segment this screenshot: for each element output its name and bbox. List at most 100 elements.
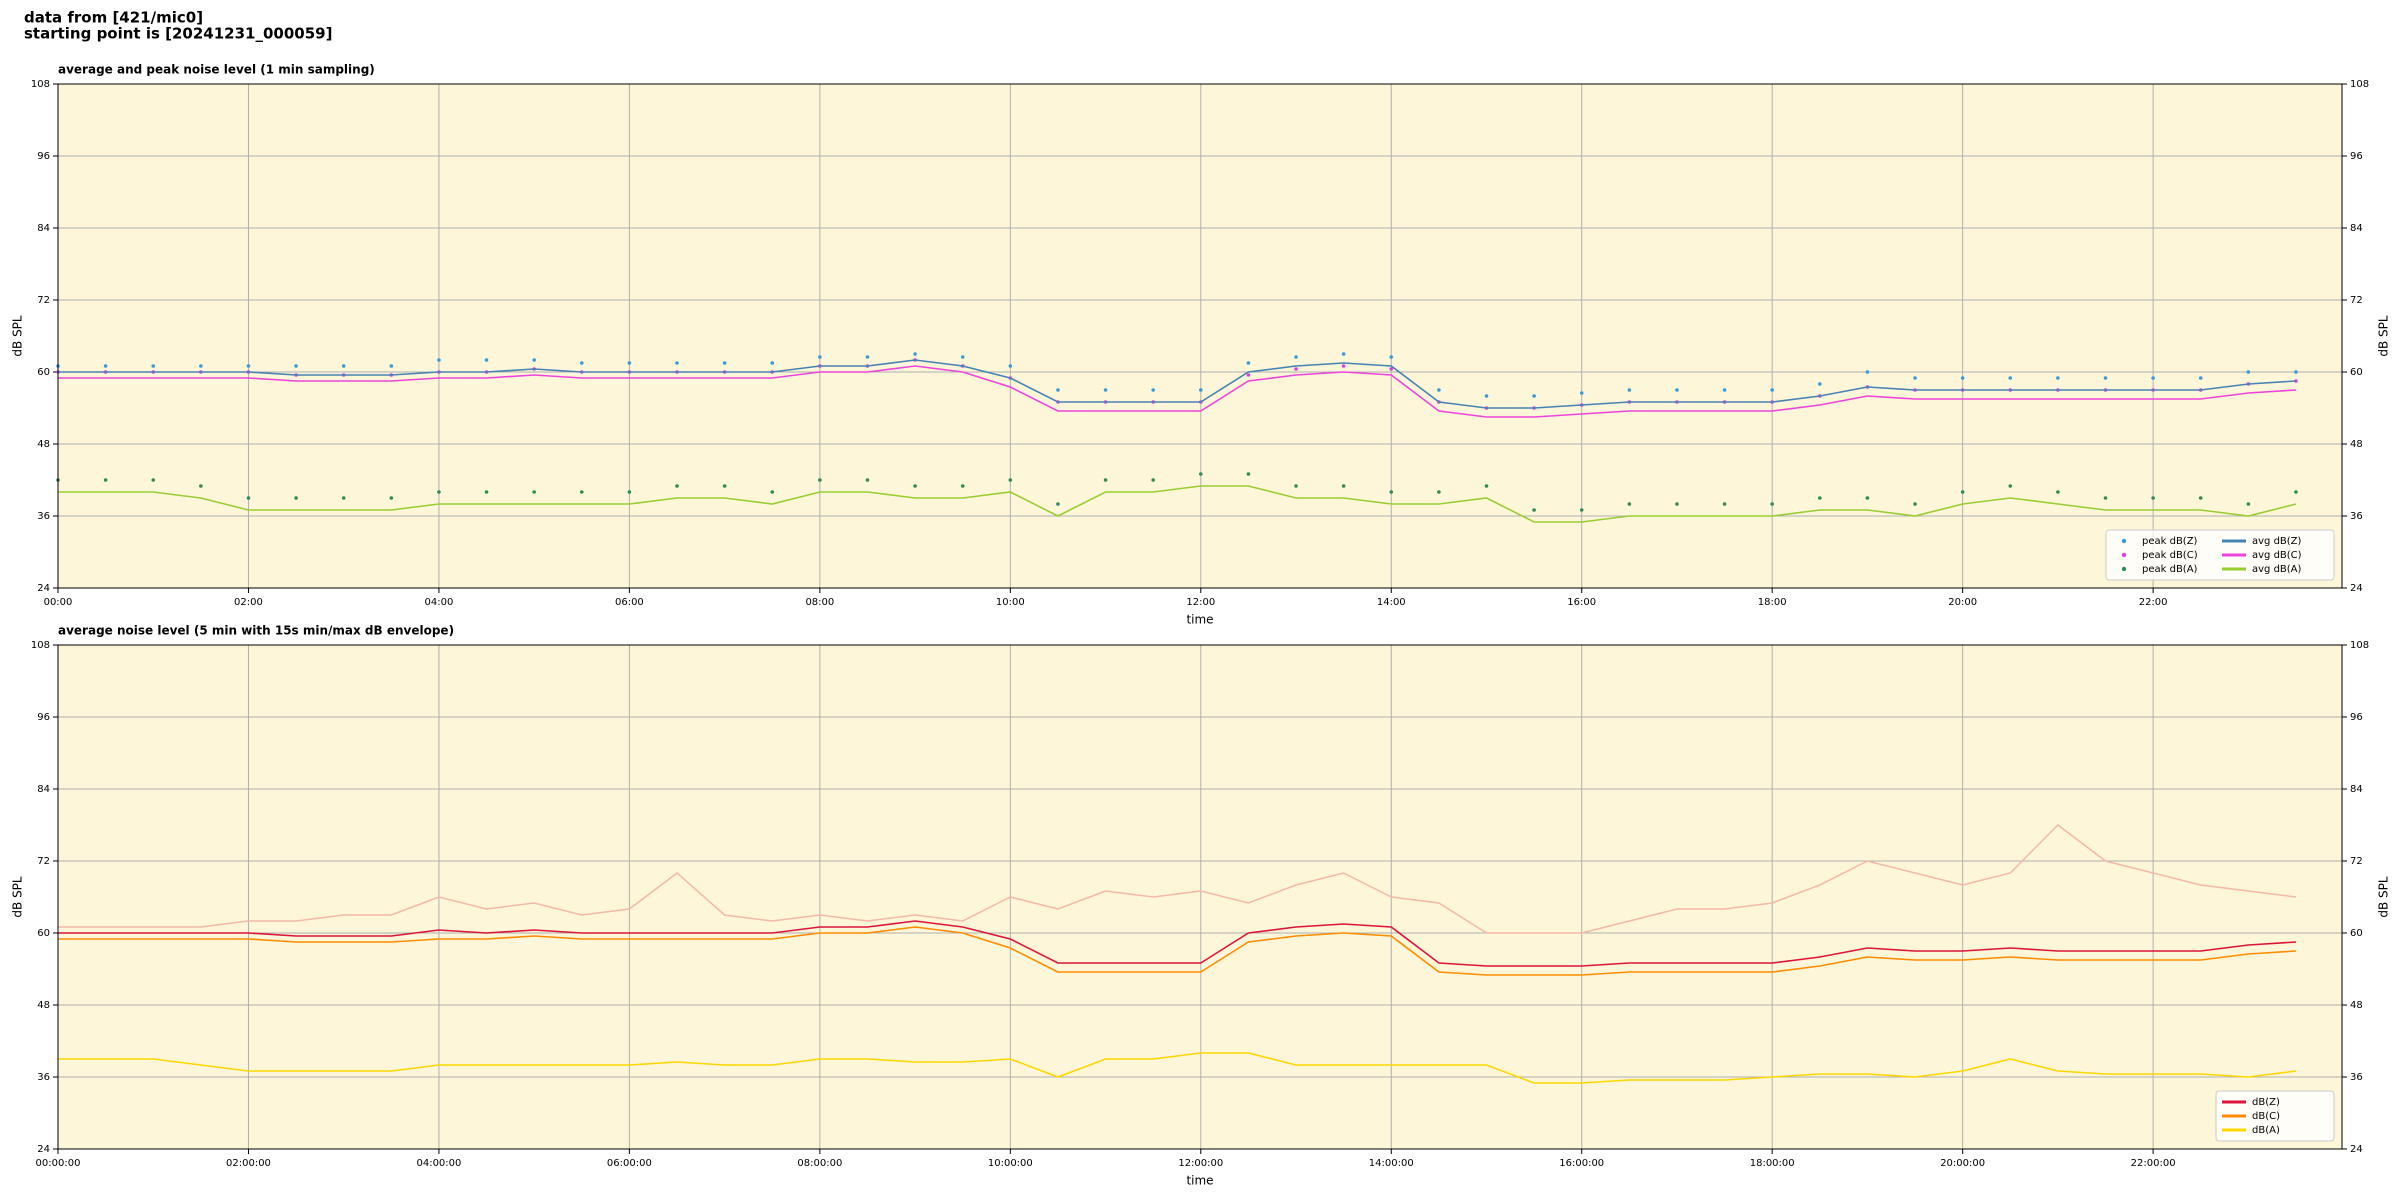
peak-point (341, 364, 346, 368)
peak-point (818, 355, 822, 359)
peak-point (437, 358, 441, 362)
y-axis-label: dB SPL (11, 876, 25, 918)
peak-point (1008, 364, 1013, 368)
x-tick-label: 22:00 (2139, 597, 2168, 608)
peak-point (2151, 496, 2155, 500)
peak-point (1151, 388, 1155, 392)
y2-tick-label: 36 (2350, 511, 2363, 522)
peak-point (1341, 364, 1346, 368)
x-tick-label: 02:00 (234, 597, 263, 608)
peak-point (960, 484, 965, 488)
peak-point (1722, 388, 1727, 392)
peak-point (1103, 478, 1108, 482)
peak-point (1389, 367, 1394, 371)
peak-point (1818, 382, 1822, 386)
y-tick-label: 24 (37, 1144, 50, 1155)
header-line: data from [421/mic0] (24, 9, 203, 27)
x-tick-label: 10:00:00 (988, 1158, 1033, 1169)
x-tick-label: 16:00 (1567, 597, 1596, 608)
peak-point (103, 478, 108, 482)
peak-point (1437, 388, 1441, 392)
peak-point (1818, 496, 1822, 500)
peak-point (1913, 376, 1917, 380)
legend-label: avg dB(A) (2252, 564, 2302, 575)
x-tick-label: 12:00 (1186, 597, 1215, 608)
peak-point (1294, 355, 1298, 359)
peak-point (389, 364, 394, 368)
x-tick-label: 06:00 (615, 597, 644, 608)
peak-point (1484, 394, 1489, 398)
peak-point (1341, 484, 1346, 488)
x-tick-label: 00:00 (44, 597, 73, 608)
peak-point (1675, 502, 1679, 506)
y-tick-label: 96 (37, 151, 50, 162)
peak-point (1960, 490, 1965, 494)
legend-label: peak dB(A) (2142, 564, 2198, 575)
x-axis-label: time (1186, 1174, 1213, 1188)
peak-point (484, 490, 489, 494)
y2-tick-label: 48 (2350, 439, 2363, 450)
x-tick-label: 10:00 (996, 597, 1025, 608)
peak-point (1627, 388, 1632, 392)
peak-point (1389, 490, 1394, 494)
peak-point (2008, 376, 2013, 380)
y2-tick-label: 108 (2350, 640, 2369, 651)
peak-point (1913, 502, 1917, 506)
x-tick-label: 08:00:00 (797, 1158, 842, 1169)
legend-label: avg dB(C) (2252, 550, 2302, 561)
series-line (58, 359, 2297, 409)
y-tick-label: 36 (37, 511, 50, 522)
peak-point (151, 364, 156, 368)
x-tick-label: 18:00:00 (1750, 1158, 1795, 1169)
peak-point (1437, 490, 1441, 494)
y2-axis-label: dB SPL (2377, 315, 2391, 357)
peak-point (294, 364, 298, 368)
legend-marker (2121, 538, 2127, 544)
peak-point (1246, 472, 1251, 476)
peak-point (532, 490, 536, 494)
peak-point (1722, 502, 1727, 506)
peak-point (1198, 472, 1203, 476)
y2-tick-label: 84 (2350, 223, 2363, 234)
peak-point (341, 496, 346, 500)
peak-point (913, 484, 917, 488)
peak-point (865, 355, 870, 359)
peak-point (675, 361, 679, 365)
x-tick-label: 22:00:00 (2131, 1158, 2176, 1169)
peak-point (1151, 478, 1155, 482)
peak-point (1056, 502, 1060, 506)
y-tick-label: 24 (37, 583, 50, 594)
x-tick-label: 04:00 (425, 597, 454, 608)
x-tick-label: 08:00 (805, 597, 834, 608)
legend-label: peak dB(Z) (2142, 536, 2198, 547)
peak-point (579, 490, 584, 494)
peak-point (1103, 388, 1108, 392)
peak-point (1865, 496, 1870, 500)
x-axis-label: time (1186, 613, 1213, 627)
y-tick-label: 108 (31, 79, 50, 90)
peak-point (1675, 388, 1679, 392)
legend-label: dB(Z) (2252, 1097, 2280, 1108)
peak-point (2008, 484, 2013, 488)
peak-point (1627, 502, 1632, 506)
y-tick-label: 36 (37, 1072, 50, 1083)
peak-point (865, 478, 870, 482)
legend-label: dB(C) (2252, 1111, 2280, 1122)
series-line (58, 485, 2297, 523)
plot-frame (57, 644, 2343, 1150)
peak-point (627, 490, 632, 494)
x-tick-label: 20:00:00 (1940, 1158, 1985, 1169)
peak-point (103, 364, 108, 368)
peak-point (2294, 370, 2298, 374)
peak-point (2103, 496, 2108, 500)
x-tick-label: 04:00:00 (416, 1158, 461, 1169)
y2-tick-label: 24 (2350, 583, 2363, 594)
peak-point (722, 484, 727, 488)
peak-point (1532, 394, 1536, 398)
peak-point (437, 490, 441, 494)
x-tick-label: 02:00:00 (226, 1158, 271, 1169)
peak-point (2198, 376, 2203, 380)
peak-point (1532, 508, 1536, 512)
peak-point (1198, 388, 1203, 392)
